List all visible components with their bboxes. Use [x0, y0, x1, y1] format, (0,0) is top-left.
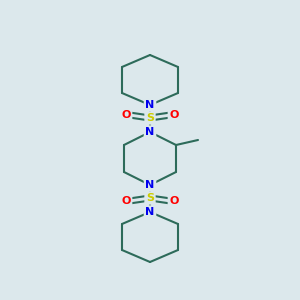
Text: N: N	[146, 127, 154, 137]
Text: S: S	[146, 193, 154, 203]
Text: S: S	[146, 113, 154, 123]
Text: O: O	[121, 196, 131, 206]
Text: O: O	[121, 110, 131, 119]
Text: N: N	[146, 207, 154, 217]
Text: O: O	[169, 196, 179, 206]
Text: N: N	[146, 180, 154, 190]
Text: N: N	[146, 100, 154, 110]
Text: O: O	[169, 110, 179, 119]
